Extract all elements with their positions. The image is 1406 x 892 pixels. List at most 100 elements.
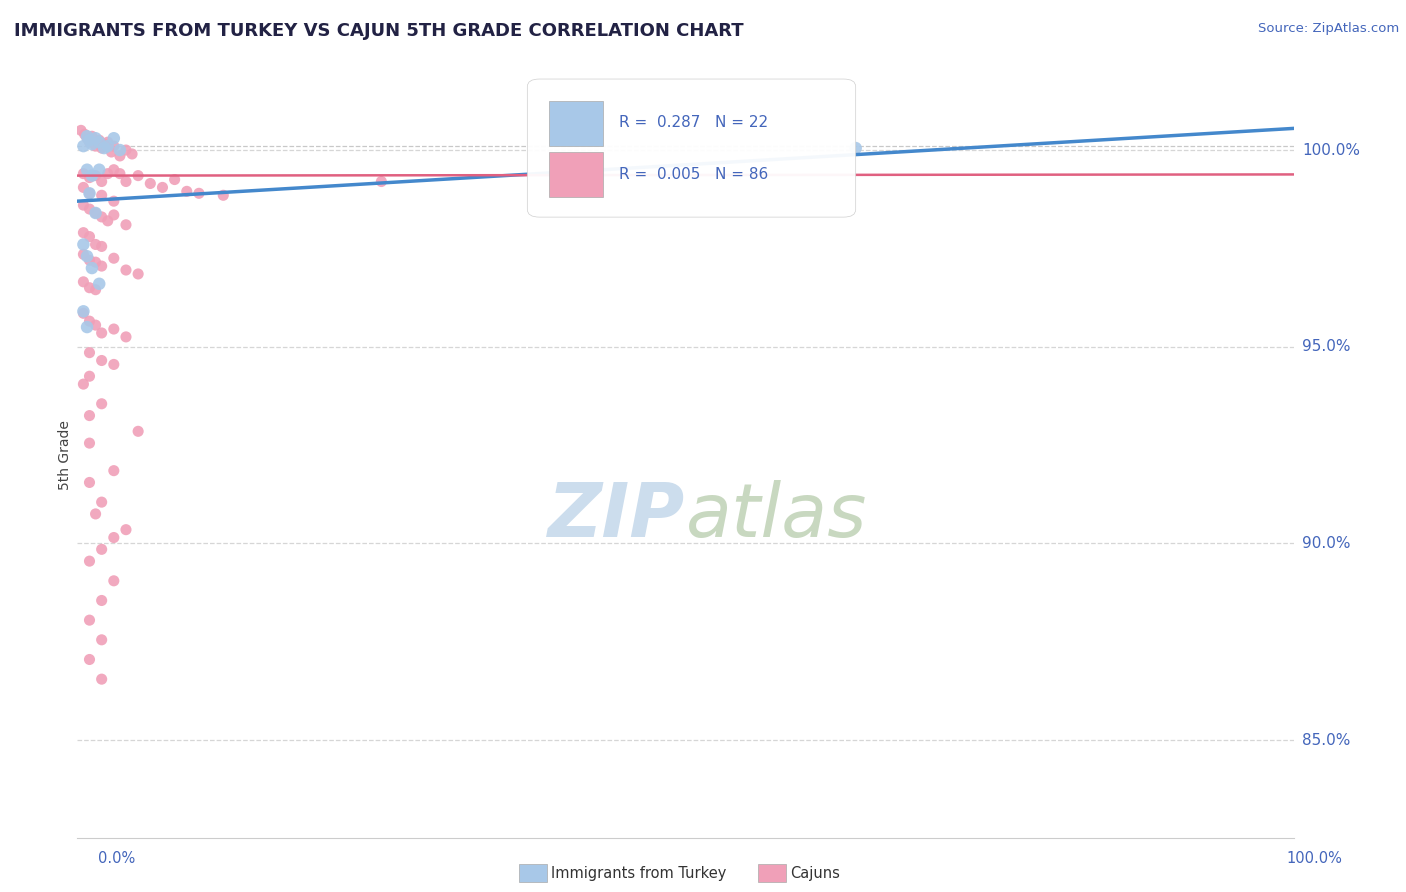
Point <box>80 169 103 183</box>
Point <box>89 277 111 291</box>
Point <box>127 267 149 281</box>
Point <box>76 162 98 177</box>
Point <box>103 194 125 209</box>
FancyBboxPatch shape <box>527 79 856 217</box>
Point <box>90 326 112 340</box>
Point <box>79 170 101 185</box>
Point <box>84 169 107 183</box>
Point <box>72 180 94 194</box>
Point <box>79 281 101 295</box>
Point <box>84 131 107 145</box>
Point <box>103 322 125 336</box>
Point <box>80 261 103 276</box>
Point <box>79 436 101 450</box>
Point <box>90 210 112 224</box>
Point <box>103 464 125 478</box>
Point <box>79 229 101 244</box>
Point <box>127 169 149 183</box>
Point <box>89 133 111 147</box>
Point <box>79 475 101 490</box>
Point <box>212 188 235 202</box>
Point <box>72 377 94 392</box>
Point <box>79 345 101 359</box>
Point <box>84 283 107 297</box>
Point <box>84 206 107 220</box>
Point <box>76 129 98 144</box>
Point <box>79 253 101 268</box>
Point <box>845 141 868 155</box>
Point <box>115 174 138 188</box>
Point <box>79 186 101 201</box>
Point <box>103 251 125 265</box>
Point <box>90 542 112 557</box>
Point <box>79 314 101 328</box>
Point <box>103 139 125 153</box>
Point <box>103 531 125 545</box>
Point <box>79 133 101 147</box>
Text: Cajuns: Cajuns <box>790 866 839 880</box>
Y-axis label: 5th Grade: 5th Grade <box>58 420 72 490</box>
Point <box>103 358 125 372</box>
Point <box>72 167 94 181</box>
Point <box>103 131 125 145</box>
Point <box>97 214 120 228</box>
Point <box>79 135 101 149</box>
Point <box>79 202 101 216</box>
Text: 100.0%: 100.0% <box>1286 851 1343 865</box>
Point <box>89 162 111 177</box>
Point <box>90 495 112 509</box>
Point <box>84 139 107 153</box>
Point <box>97 135 120 149</box>
Point <box>84 507 107 521</box>
Text: Source: ZipAtlas.com: Source: ZipAtlas.com <box>1258 22 1399 36</box>
Point <box>72 247 94 261</box>
Point <box>90 397 112 411</box>
Point <box>370 174 392 188</box>
Point <box>121 147 143 161</box>
FancyBboxPatch shape <box>550 101 603 145</box>
Point <box>79 369 101 384</box>
Point <box>79 554 101 568</box>
Point <box>176 185 198 199</box>
Point <box>97 139 120 153</box>
Text: Immigrants from Turkey: Immigrants from Turkey <box>551 866 727 880</box>
Point <box>76 131 98 145</box>
Point <box>90 188 112 202</box>
Point <box>93 141 115 155</box>
Point <box>108 167 131 181</box>
Point <box>72 139 94 153</box>
FancyBboxPatch shape <box>550 152 603 197</box>
Text: 100.0%: 100.0% <box>1302 143 1360 158</box>
Point <box>90 593 112 607</box>
Point <box>84 318 107 332</box>
Point <box>163 172 186 186</box>
Point <box>84 255 107 269</box>
Point <box>72 226 94 240</box>
Point <box>115 218 138 232</box>
Point <box>100 145 122 159</box>
Point <box>90 174 112 188</box>
Point <box>76 249 98 263</box>
Point <box>79 409 101 423</box>
Point <box>89 135 111 149</box>
Point <box>79 613 101 627</box>
Point <box>72 306 94 320</box>
Point <box>90 353 112 368</box>
Point <box>72 198 94 212</box>
Point <box>115 330 138 344</box>
Text: IMMIGRANTS FROM TURKEY VS CAJUN 5TH GRADE CORRELATION CHART: IMMIGRANTS FROM TURKEY VS CAJUN 5TH GRAD… <box>14 22 744 40</box>
Point <box>108 143 131 157</box>
Point <box>76 320 98 334</box>
Point <box>115 143 138 157</box>
Point <box>84 206 107 220</box>
Text: atlas: atlas <box>686 480 868 552</box>
Point <box>108 149 131 163</box>
Text: 95.0%: 95.0% <box>1302 339 1350 354</box>
Point <box>97 167 120 181</box>
Point <box>80 137 103 152</box>
Point <box>84 237 107 252</box>
Point <box>188 186 211 201</box>
Point <box>103 208 125 222</box>
Point <box>90 239 112 253</box>
Point <box>90 672 112 686</box>
